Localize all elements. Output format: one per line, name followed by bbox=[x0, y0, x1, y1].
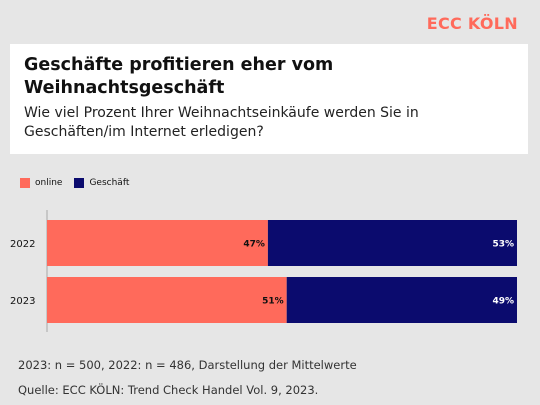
legend-label-online: online bbox=[35, 178, 63, 188]
stacked-bar-chart: 2022 47% 53% 2023 51% 49% bbox=[10, 210, 517, 332]
legend-label-geschaeft: Geschäft bbox=[89, 178, 130, 188]
legend-swatch-online bbox=[20, 178, 30, 188]
y-tick-label: 2022 bbox=[10, 239, 35, 250]
y-tick-label: 2023 bbox=[10, 296, 35, 307]
legend-swatch-geschaeft bbox=[74, 178, 85, 188]
data-label: 47% bbox=[243, 240, 265, 250]
source-note: Quelle: ECC KÖLN: Trend Check Handel Vol… bbox=[18, 383, 319, 397]
data-label: 51% bbox=[262, 297, 284, 307]
title-card: Geschäfte profitieren eher vom Weihnacht… bbox=[10, 44, 528, 154]
chart-title: Geschäfte profitieren eher vom Weihnacht… bbox=[24, 55, 334, 98]
bar-segment bbox=[286, 277, 517, 323]
bar-segment bbox=[47, 220, 268, 266]
chart-legend: online Geschäft bbox=[20, 178, 141, 188]
brand-logo: ECC KÖLN bbox=[426, 14, 518, 33]
footnote: 2023: n = 500, 2022: n = 486, Darstellun… bbox=[18, 358, 357, 372]
legend-item-online: online bbox=[20, 178, 62, 188]
data-label: 49% bbox=[492, 297, 514, 307]
bar-segment bbox=[267, 220, 517, 266]
chart-subtitle: Wie viel Prozent Ihrer Weihnachtseinkäuf… bbox=[24, 105, 419, 140]
bar-segment bbox=[47, 277, 287, 323]
data-label: 53% bbox=[492, 240, 514, 250]
legend-item-geschaeft: Geschäft bbox=[74, 178, 129, 188]
